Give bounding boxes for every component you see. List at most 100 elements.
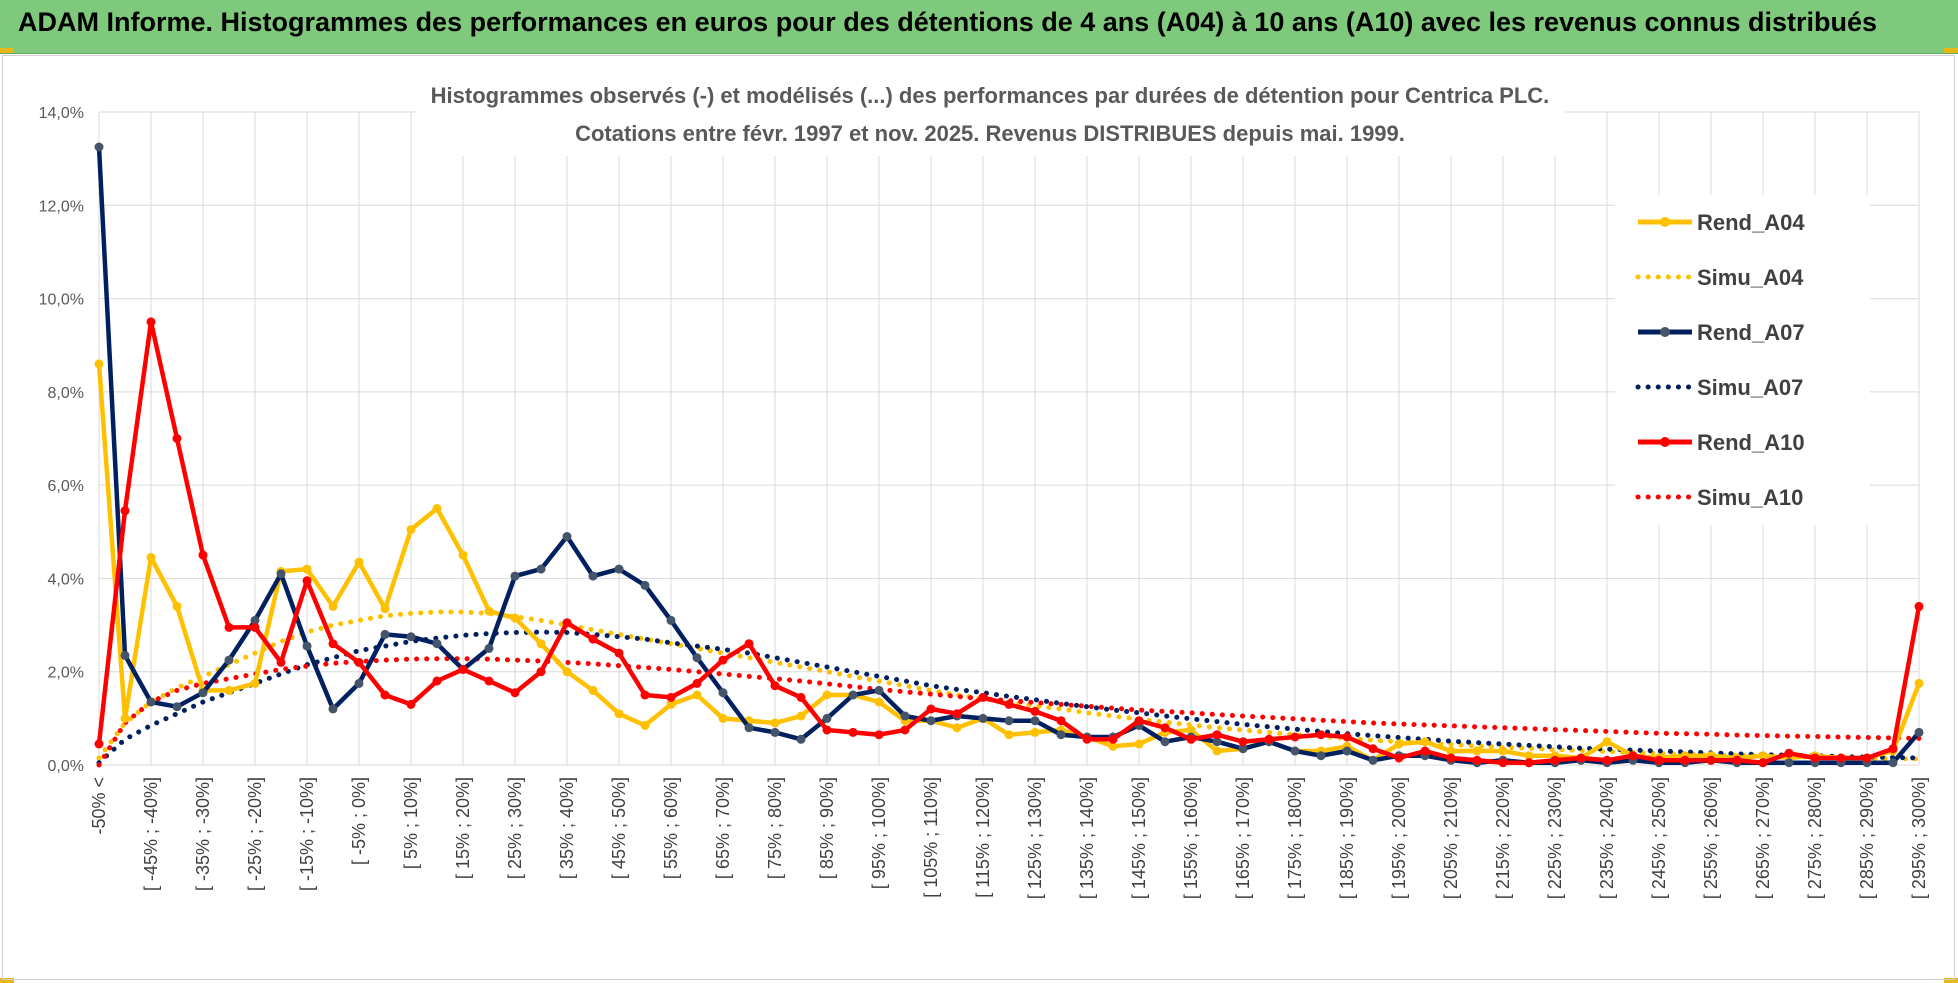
point-Rend_A07 bbox=[588, 571, 598, 581]
x-tick-label: [ -35% ; -30%] bbox=[193, 777, 213, 891]
point-Rend_A04 bbox=[796, 711, 806, 721]
x-tick-label: [ 15% ; 20%] bbox=[453, 777, 473, 879]
legend-label-Simu_A07: Simu_A07 bbox=[1697, 375, 1803, 400]
y-tick-label: 12,0% bbox=[39, 198, 84, 215]
point-Rend_A04 bbox=[536, 639, 546, 649]
point-Rend_A07 bbox=[562, 532, 572, 541]
point-Rend_A07 bbox=[302, 641, 312, 651]
x-tick-label: [ 35% ; 40%] bbox=[557, 777, 577, 879]
point-Rend_A10 bbox=[718, 655, 728, 665]
point-Rend_A10 bbox=[900, 725, 910, 735]
point-Rend_A10 bbox=[458, 664, 468, 674]
point-Rend_A10 bbox=[380, 690, 390, 700]
point-Rend_A10 bbox=[1784, 748, 1794, 758]
legend-label-Rend_A10: Rend_A10 bbox=[1697, 430, 1805, 455]
point-Rend_A04 bbox=[1420, 737, 1430, 747]
point-Rend_A10 bbox=[1472, 755, 1482, 765]
x-tick-label: -50% < bbox=[89, 777, 109, 835]
point-Rend_A04 bbox=[458, 550, 468, 560]
line-Simu_A10 bbox=[96, 656, 1922, 768]
point-Rend_A10 bbox=[562, 618, 572, 628]
y-tick-label: 6,0% bbox=[48, 478, 84, 495]
point-Rend_A04 bbox=[120, 713, 130, 723]
point-Rend_A10 bbox=[354, 657, 364, 667]
x-tick-label: [ 105% ; 110%] bbox=[921, 777, 941, 898]
point-Rend_A10 bbox=[276, 657, 286, 667]
x-tick-label: [ 285% ; 290%] bbox=[1857, 777, 1877, 899]
x-tick-label: [ -15% ; -10%] bbox=[297, 777, 317, 891]
point-Rend_A04 bbox=[666, 699, 676, 709]
point-Rend_A10 bbox=[1394, 753, 1404, 763]
point-Rend_A07 bbox=[120, 650, 130, 660]
point-Rend_A07 bbox=[172, 702, 182, 712]
point-Rend_A07 bbox=[718, 688, 728, 698]
point-Rend_A10 bbox=[1264, 734, 1274, 744]
point-Rend_A04 bbox=[172, 601, 182, 611]
x-tick-label: [ 125% ; 130%] bbox=[1025, 777, 1045, 899]
x-tick-label: [ 185% ; 190%] bbox=[1337, 777, 1357, 899]
point-Rend_A04 bbox=[1212, 746, 1222, 756]
point-Rend_A07 bbox=[926, 716, 936, 726]
x-tick-label: [ 295% ; 300%] bbox=[1909, 777, 1929, 899]
point-Rend_A10 bbox=[770, 681, 780, 691]
point-Rend_A07 bbox=[978, 713, 988, 723]
x-tick-label: [ 115% ; 120%] bbox=[973, 777, 993, 898]
point-Rend_A04 bbox=[1004, 730, 1014, 740]
x-tick-label: [ 165% ; 170%] bbox=[1233, 777, 1253, 899]
point-Rend_A04 bbox=[1758, 751, 1768, 761]
series-Rend_A10 bbox=[94, 317, 1924, 768]
corner-mark-bottom-right bbox=[1944, 978, 1958, 983]
point-Rend_A10 bbox=[1082, 734, 1092, 744]
point-Rend_A07 bbox=[328, 704, 338, 714]
point-Rend_A10 bbox=[120, 506, 130, 516]
point-Rend_A07 bbox=[614, 564, 624, 574]
point-Rend_A04 bbox=[614, 709, 624, 719]
legend-marker-Rend_A04 bbox=[1660, 217, 1670, 227]
point-Rend_A04 bbox=[952, 723, 962, 733]
point-Rend_A07 bbox=[848, 690, 858, 700]
point-Rend_A07 bbox=[1914, 727, 1924, 737]
point-Rend_A10 bbox=[1108, 734, 1118, 744]
point-Rend_A10 bbox=[978, 692, 988, 702]
point-Rend_A07 bbox=[900, 711, 910, 721]
y-axis-labels: 0,0% 2,0% 4,0% 6,0% 8,0% 10,0% 12,0% 14,0% bbox=[39, 105, 84, 775]
x-axis-labels: -50% < [ -45% ; -40%] [ -35% ; -30%] [ -25%… bbox=[89, 777, 1929, 899]
point-Rend_A10 bbox=[1446, 753, 1456, 763]
point-Rend_A10 bbox=[640, 690, 650, 700]
point-Rend_A10 bbox=[1914, 601, 1924, 611]
point-Rend_A10 bbox=[588, 634, 598, 644]
point-Rend_A10 bbox=[744, 639, 754, 649]
x-tick-label: [ -5% ; 0%] bbox=[349, 777, 369, 865]
x-tick-label: [ 155% ; 160%] bbox=[1181, 777, 1201, 899]
point-Rend_A04 bbox=[1472, 746, 1482, 756]
point-Rend_A07 bbox=[1004, 716, 1014, 726]
x-tick-label: [ 275% ; 280%] bbox=[1805, 777, 1825, 899]
point-Rend_A10 bbox=[1628, 751, 1638, 761]
point-Rend_A04 bbox=[302, 564, 312, 574]
point-Rend_A07 bbox=[432, 639, 442, 649]
point-Rend_A07 bbox=[1888, 758, 1898, 768]
point-Rend_A04 bbox=[588, 685, 598, 695]
point-Rend_A07 bbox=[224, 655, 234, 665]
point-Rend_A04 bbox=[354, 557, 364, 567]
point-Rend_A10 bbox=[952, 709, 962, 719]
x-tick-label: [ 145% ; 150%] bbox=[1129, 777, 1149, 899]
x-tick-label: [ 235% ; 240%] bbox=[1597, 777, 1617, 899]
point-Rend_A10 bbox=[484, 676, 494, 686]
point-Rend_A10 bbox=[1758, 758, 1768, 768]
series-Simu_A07 bbox=[96, 629, 1922, 766]
point-Rend_A07 bbox=[874, 685, 884, 695]
point-Rend_A10 bbox=[1004, 699, 1014, 709]
point-Rend_A04 bbox=[1108, 741, 1118, 751]
x-tick-label: [ 255% ; 260%] bbox=[1701, 777, 1721, 899]
point-Rend_A10 bbox=[1160, 723, 1170, 733]
y-tick-label: 2,0% bbox=[48, 665, 84, 682]
point-Rend_A04 bbox=[380, 604, 390, 614]
point-Rend_A07 bbox=[354, 678, 364, 688]
point-Rend_A07 bbox=[744, 723, 754, 733]
legend-box bbox=[1615, 195, 1870, 525]
x-tick-label: [ 215% ; 220%] bbox=[1493, 777, 1513, 899]
point-Rend_A04 bbox=[406, 525, 416, 534]
point-Rend_A10 bbox=[1316, 730, 1326, 740]
point-Rend_A07 bbox=[1368, 755, 1378, 765]
